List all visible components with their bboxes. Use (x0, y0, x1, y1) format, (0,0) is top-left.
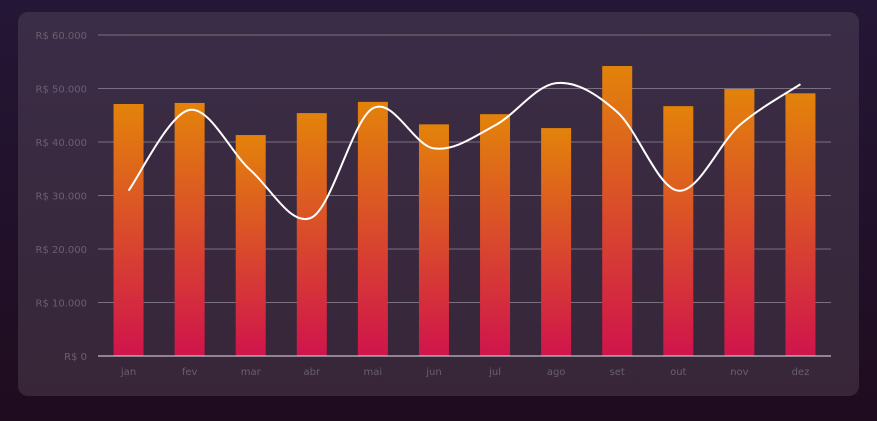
y-tick-label: R$ 20.000 (36, 245, 87, 256)
bar-mar (235, 135, 266, 356)
y-tick-label: R$ 60.000 (36, 31, 87, 42)
x-tick-label: nov (730, 367, 748, 378)
bar-nov (724, 89, 755, 356)
x-tick-label: mai (364, 367, 383, 378)
bar-out (663, 106, 694, 356)
bar-abr (296, 113, 327, 356)
x-tick-label: dez (792, 367, 810, 378)
bar-jan (113, 104, 144, 356)
bar-ago (541, 128, 572, 356)
x-tick-label: jan (120, 367, 136, 378)
y-tick-label: R$ 10.000 (36, 299, 87, 310)
bar-set (602, 66, 633, 356)
x-tick-label: jun (425, 367, 441, 378)
x-tick-label: out (670, 367, 686, 378)
bar-jul (480, 114, 511, 357)
trend-line (127, 81, 802, 221)
x-tick-label: ago (547, 367, 566, 378)
y-tick-label: R$ 50.000 (36, 85, 87, 96)
bar-dez (785, 93, 816, 356)
y-tick-label: R$ 30.000 (36, 192, 87, 203)
x-tick-label: fev (182, 367, 198, 378)
x-tick-label: jul (488, 367, 501, 378)
bar-fev (174, 102, 205, 356)
bar-jun (418, 124, 449, 356)
x-tick-label: set (610, 367, 625, 378)
x-tick-label: abr (303, 367, 320, 378)
bar-mai (357, 101, 388, 356)
y-tick-label: R$ 40.000 (36, 138, 87, 149)
x-tick-label: mar (241, 367, 262, 378)
y-tick-label: R$ 0 (64, 352, 87, 363)
